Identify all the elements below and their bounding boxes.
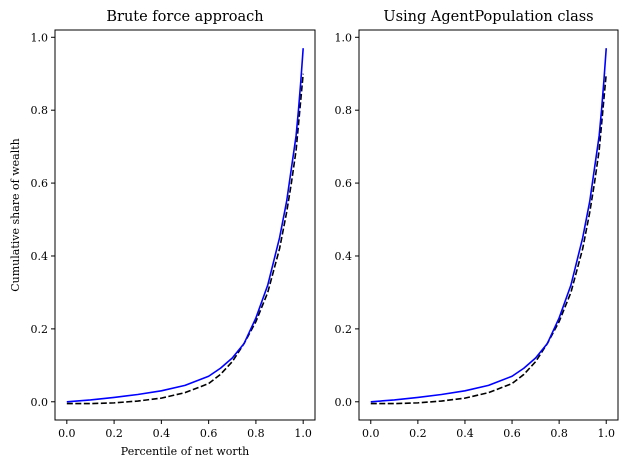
y-tick-label: 0.6 [335,177,353,190]
series-data-line [370,73,608,405]
y-tick-label: 1.0 [31,31,49,44]
y-tick-label: 0.8 [335,104,353,117]
axes-frame [358,29,619,421]
right-subplot: 0.0 0.2 0.4 0.6 0.8 1.0 0.0 0.2 0.4 0.6 0.8 1.0 Usin… [335,9,619,440]
y-tick-label: 0.8 [31,104,49,117]
chart-title: Brute force approach [106,9,263,25]
x-tick-label: 0.4 [456,427,474,440]
x-axis-label: Percentile of net worth [121,445,249,458]
y-tick-label: 0.4 [31,250,49,263]
x-tick-label: 0.8 [550,427,568,440]
x-tick-label: 1.0 [597,427,615,440]
x-tick-label: 0.6 [200,427,218,440]
y-tick-label: 1.0 [335,31,353,44]
series-data-line [66,73,304,405]
y-axis-label: Cumulative share of wealth [9,138,22,292]
y-tick-label: 0.6 [31,177,49,190]
y-tick-label: 0.0 [335,396,353,409]
left-subplot: 0.0 0.2 0.4 0.6 0.8 1.0 0.0 0.2 0.4 0.6 0.8 1.0 Brut… [9,9,316,458]
x-tick-label: 0.0 [58,427,76,440]
x-tick-label: 0.6 [503,427,521,440]
y-tick-label: 0.0 [31,396,49,409]
x-tick-label: 0.2 [409,427,427,440]
x-tick-label: 0.0 [362,427,380,440]
x-tick-label: 1.0 [294,427,312,440]
y-tick-label: 0.4 [335,250,353,263]
series-simulated-line [66,48,304,403]
x-tick-label: 0.4 [153,427,171,440]
y-tick-label: 0.2 [335,323,353,336]
axes-frame [54,29,316,421]
y-tick-label: 0.2 [31,323,49,336]
x-tick-label: 0.8 [247,427,265,440]
x-tick-label: 0.2 [105,427,123,440]
series-simulated-line [370,48,608,403]
chart-title: Using AgentPopulation class [383,9,593,25]
